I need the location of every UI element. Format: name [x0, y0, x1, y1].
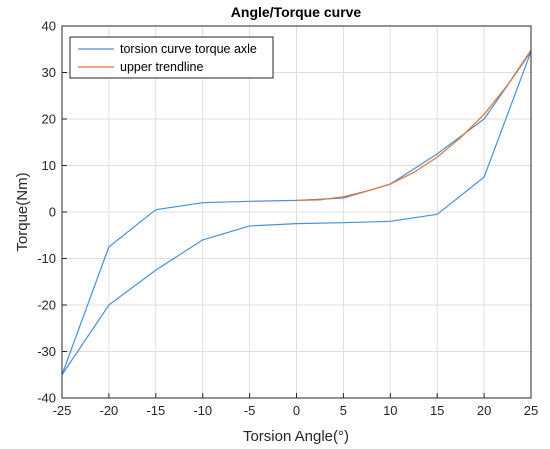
x-tick-label: 15 [430, 403, 444, 418]
x-tick-label: 25 [524, 403, 538, 418]
x-tick-label: 10 [383, 403, 397, 418]
y-tick-label: -20 [37, 298, 56, 313]
legend-label-upper-trendline: upper trendline [120, 60, 203, 74]
x-tick-label: -5 [244, 403, 256, 418]
x-tick-label: 5 [340, 403, 347, 418]
y-tick-label: -40 [37, 391, 56, 406]
x-tick-label: -20 [100, 403, 119, 418]
x-tick-label: 20 [477, 403, 491, 418]
x-tick-label: 0 [293, 403, 300, 418]
y-tick-label: 40 [42, 19, 56, 34]
chart-title: Angle/Torque curve [231, 4, 362, 20]
upper-trendline-line [296, 49, 532, 201]
x-tick-label: -15 [146, 403, 165, 418]
x-axis-label: Torsion Angle(°) [243, 428, 349, 445]
y-tick-label: -30 [37, 344, 56, 359]
legend-box [69, 36, 274, 79]
legend-label-torsion-curve: torsion curve torque axle [120, 42, 257, 56]
ticks: -25 -20 -15 -10 -5 0 5 10 15 20 25 -40 -30 -20 -10 0 10 2… [37, 19, 538, 419]
y-tick-label: 10 [42, 158, 56, 173]
x-tick-label: -25 [53, 403, 72, 418]
y-tick-label: -10 [37, 251, 56, 266]
x-tick-label: -10 [193, 403, 212, 418]
y-tick-label: 20 [42, 112, 56, 127]
legend: torsion curve torque axle upper trendlin… [69, 36, 274, 79]
y-axis-label: Torque(Nm) [14, 172, 31, 251]
y-tick-label: 30 [42, 65, 56, 80]
y-tick-label: 0 [49, 205, 56, 220]
